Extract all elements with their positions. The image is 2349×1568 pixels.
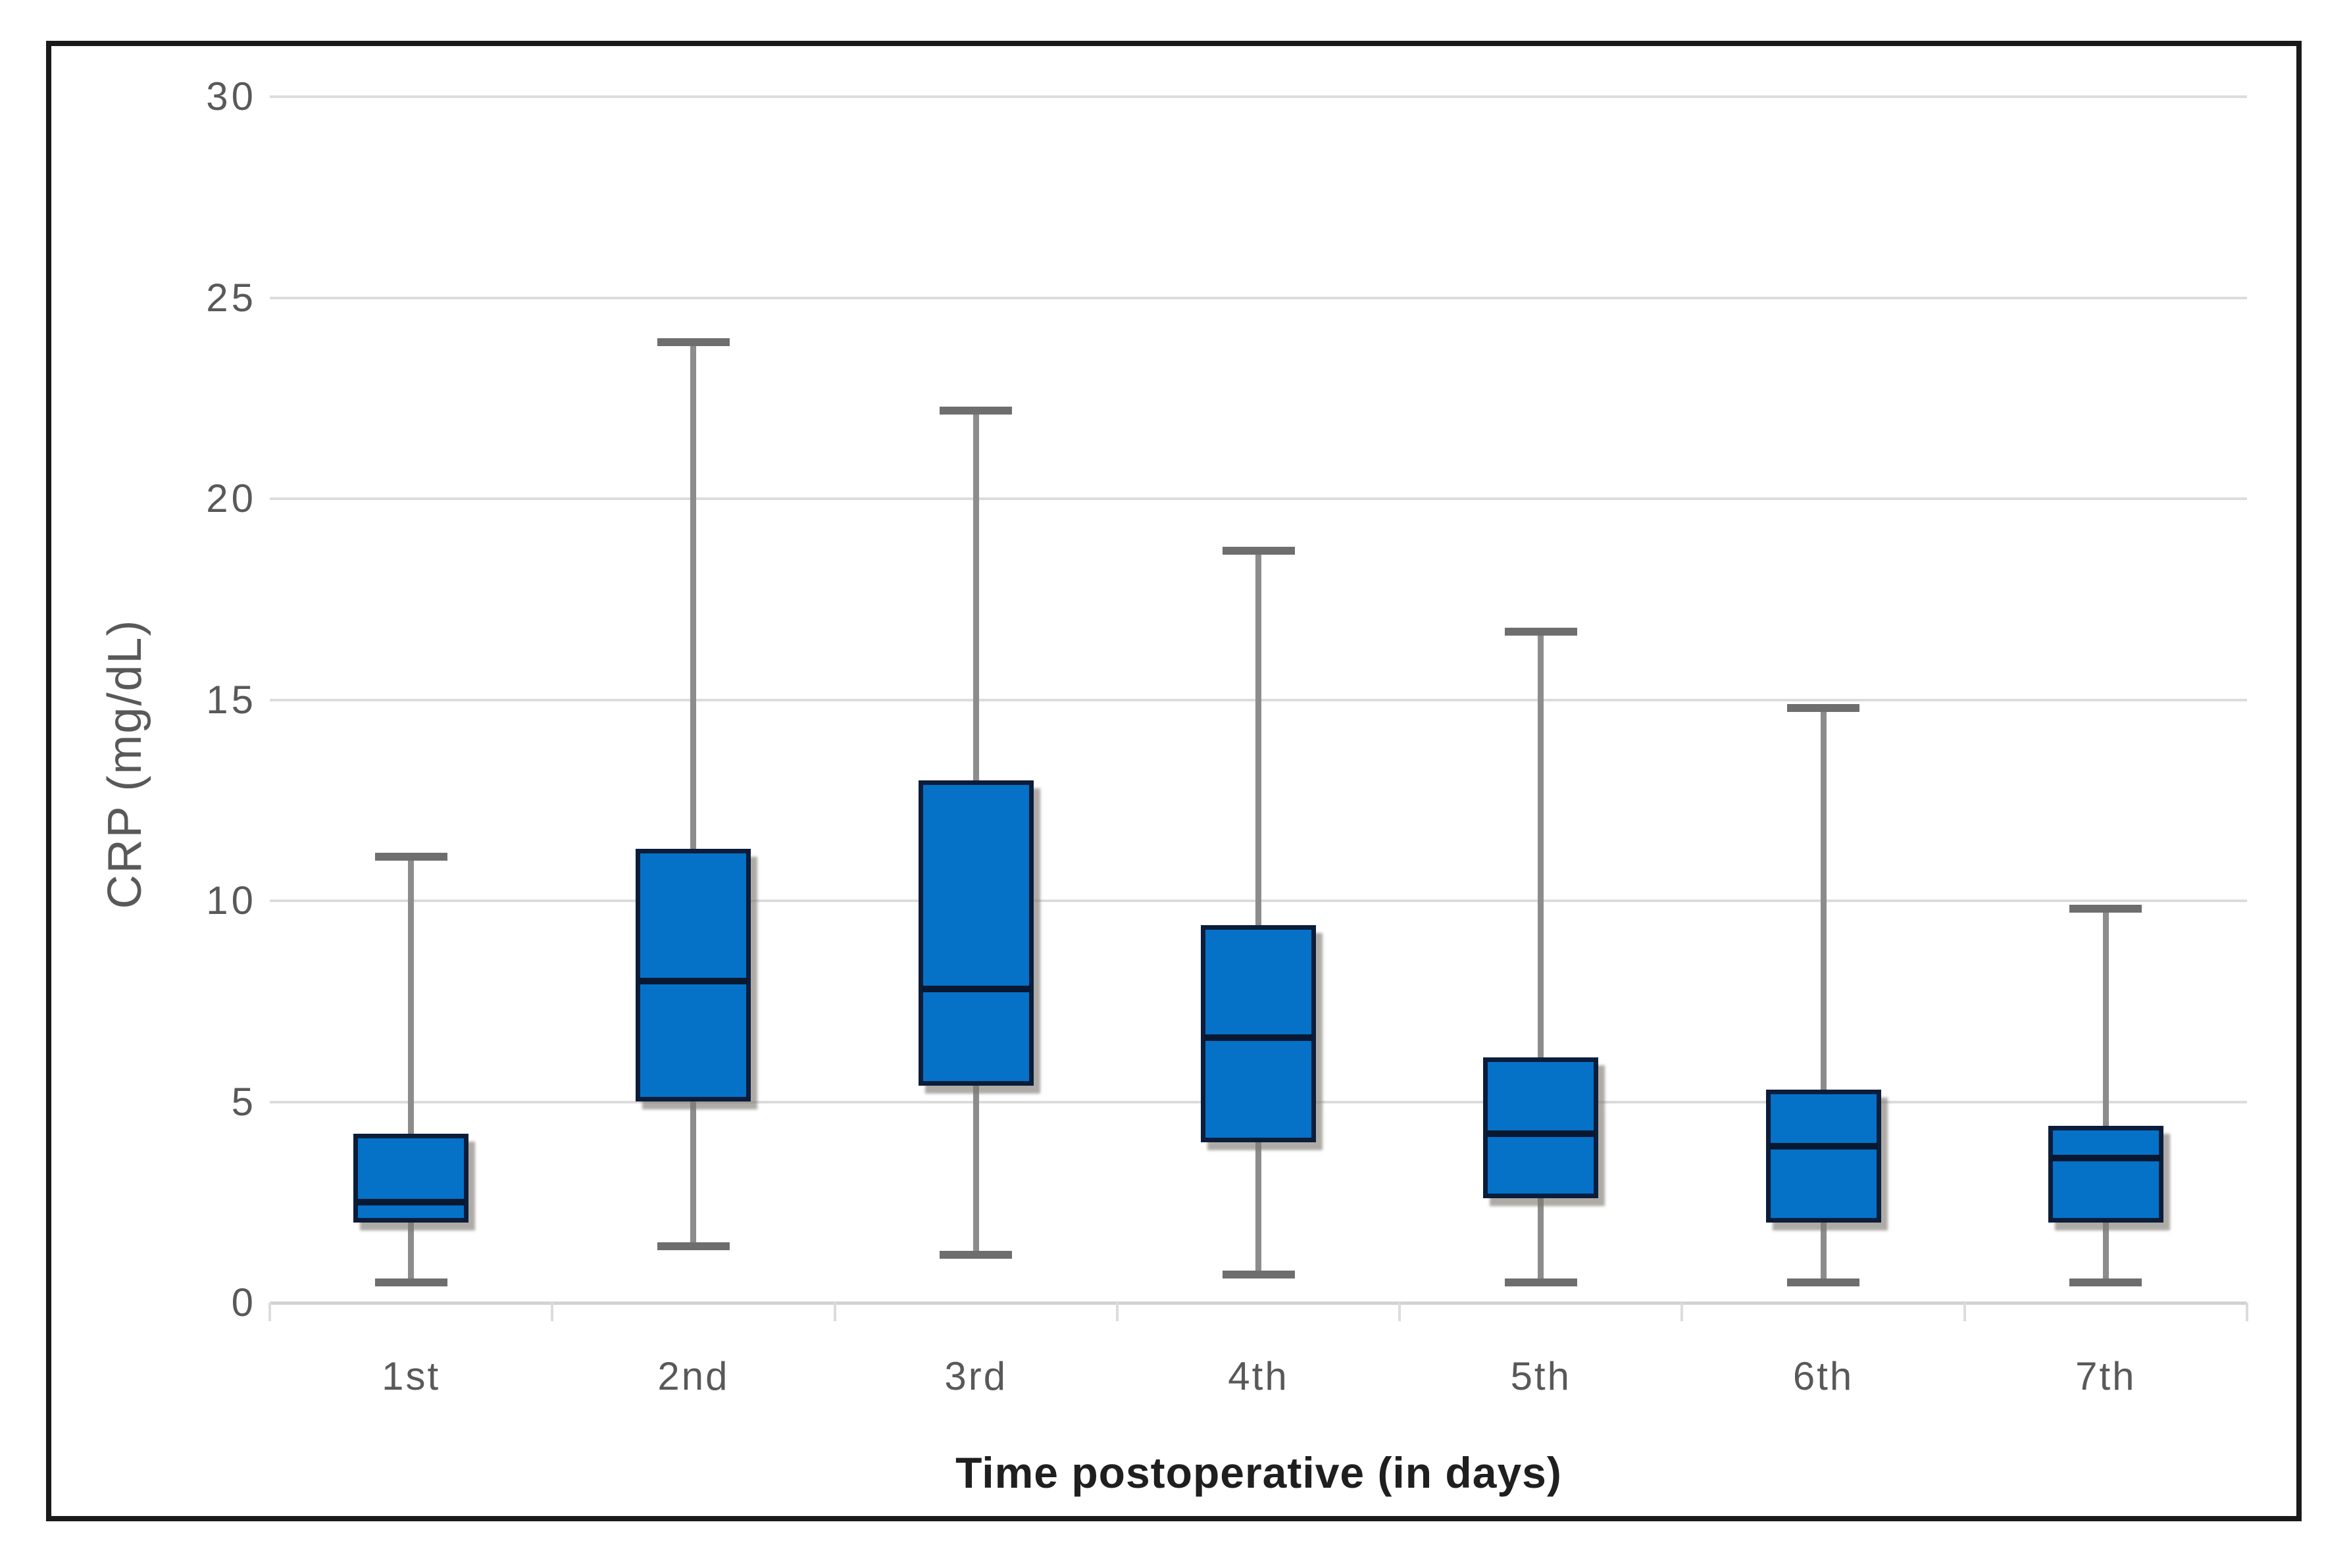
whisker-cap-low-4th: [1222, 1271, 1295, 1279]
whisker-cap-low-1st: [374, 1278, 447, 1287]
x-axis-tick: [1680, 1303, 1684, 1321]
y-tick-label: 10: [206, 878, 257, 923]
x-axis-tick: [1115, 1303, 1119, 1321]
x-axis-tick: [1398, 1303, 1402, 1321]
x-axis-tick: [2246, 1303, 2248, 1321]
x-axis-tick: [833, 1303, 836, 1321]
y-tick-label: 5: [231, 1079, 257, 1124]
whisker-cap-high-6th: [1787, 703, 1860, 712]
median-7th: [2051, 1155, 2160, 1162]
x-tick-label-4th: 4th: [1228, 1354, 1289, 1398]
whisker-1st: [408, 856, 415, 1283]
whisker-cap-high-3rd: [940, 406, 1013, 415]
x-tick-label-5th: 5th: [1510, 1354, 1571, 1398]
y-tick-label: 15: [206, 677, 257, 722]
box-5th: [1483, 1057, 1599, 1199]
y-axis-title: CRP (mg/dL): [99, 619, 151, 909]
whisker-6th: [1820, 707, 1827, 1283]
y-tick-label: 25: [206, 275, 257, 320]
x-tick-label-7th: 7th: [2075, 1354, 2136, 1398]
whisker-4th: [1255, 551, 1261, 1275]
x-tick-label-1st: 1st: [382, 1354, 441, 1398]
figure-border: [46, 41, 2302, 1521]
x-tick-label-3rd: 3rd: [944, 1354, 1008, 1398]
x-axis-tick: [551, 1303, 554, 1321]
whisker-cap-low-5th: [1504, 1278, 1577, 1287]
whisker-2nd: [690, 341, 697, 1247]
whisker-cap-low-3rd: [940, 1250, 1013, 1259]
x-tick-label-6th: 6th: [1792, 1354, 1854, 1398]
x-axis-tick: [268, 1303, 271, 1321]
whisker-cap-low-2nd: [657, 1242, 730, 1251]
whisker-cap-high-4th: [1222, 547, 1295, 555]
x-tick-label-2nd: 2nd: [657, 1354, 730, 1398]
box-4th: [1201, 924, 1316, 1142]
y-tick-label: 30: [206, 74, 257, 118]
median-5th: [1486, 1130, 1596, 1138]
box-3rd: [918, 780, 1034, 1086]
whisker-cap-low-7th: [2069, 1278, 2142, 1287]
whisker-cap-high-1st: [374, 852, 447, 861]
x-axis-tick: [1963, 1303, 1966, 1321]
median-6th: [1769, 1142, 1878, 1150]
box-6th: [1765, 1090, 1881, 1223]
median-3rd: [921, 986, 1030, 993]
box-2nd: [636, 848, 751, 1102]
whisker-5th: [1538, 631, 1544, 1283]
median-1st: [357, 1199, 466, 1206]
gridline-y-20: [270, 497, 2247, 500]
whisker-cap-low-6th: [1787, 1278, 1860, 1287]
median-2nd: [639, 978, 748, 985]
median-4th: [1204, 1034, 1313, 1041]
x-axis-title: Time postoperative (in days): [955, 1448, 1562, 1497]
y-tick-label: 0: [231, 1280, 257, 1325]
gridline-y-25: [270, 296, 2247, 299]
whisker-cap-high-2nd: [657, 338, 730, 346]
y-tick-label: 20: [206, 476, 257, 520]
box-7th: [2048, 1126, 2163, 1223]
whisker-7th: [2102, 909, 2109, 1283]
gridline-y-30: [270, 95, 2247, 98]
box-1st: [353, 1134, 469, 1223]
x-axis-line: [270, 1302, 2247, 1305]
whisker-cap-high-7th: [2069, 905, 2142, 913]
whisker-cap-high-5th: [1504, 627, 1577, 636]
